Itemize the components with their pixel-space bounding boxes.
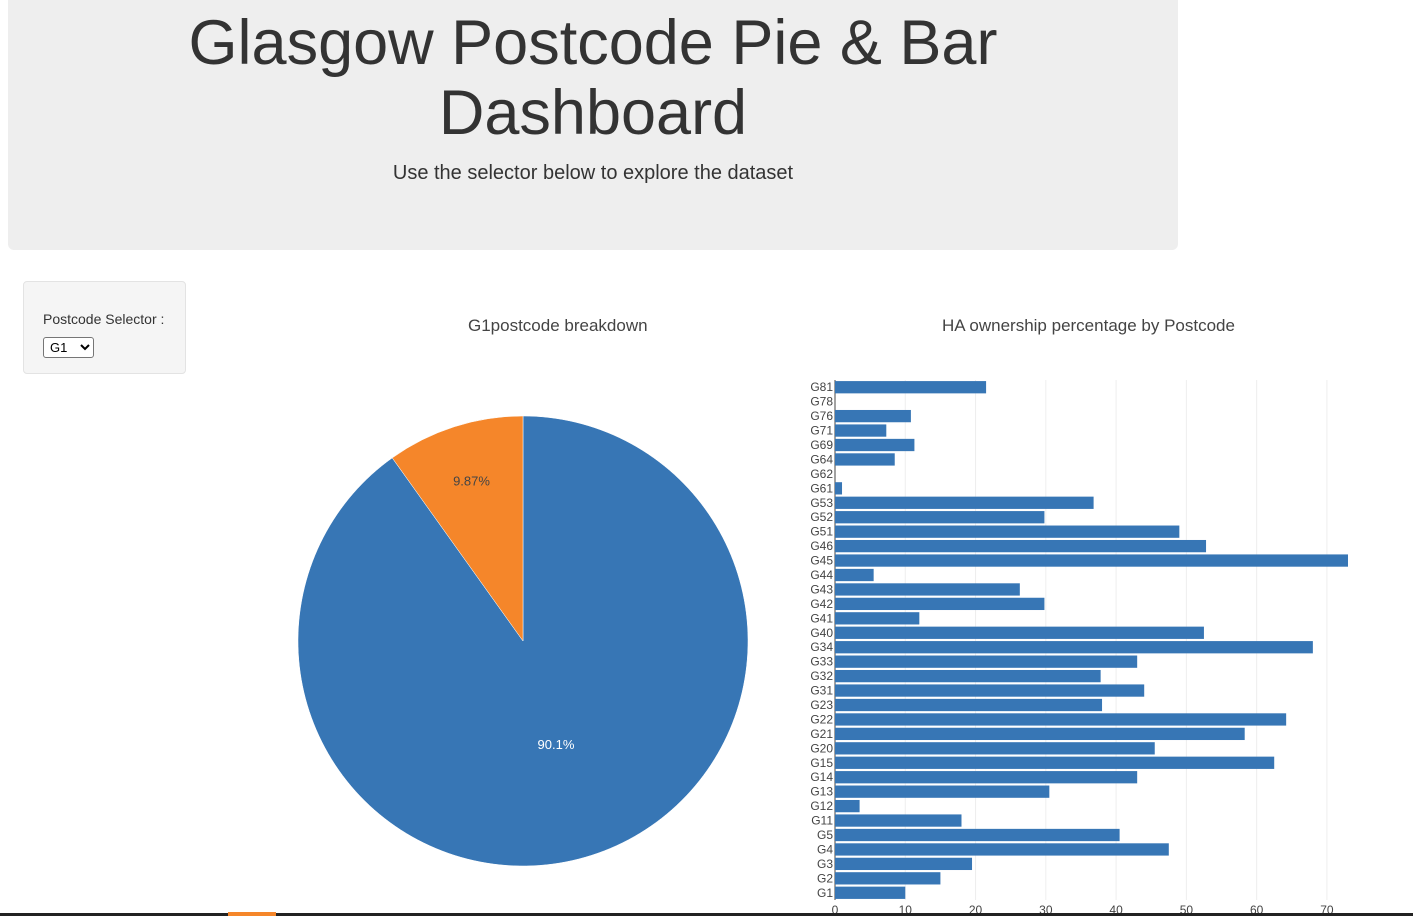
y-tick-label: G42 — [810, 597, 833, 611]
bar[interactable] — [835, 655, 1138, 668]
bar[interactable] — [835, 828, 1120, 842]
bar[interactable] — [835, 713, 1287, 726]
bar[interactable] — [835, 583, 1020, 596]
y-tick-label: G14 — [810, 770, 833, 784]
bar[interactable] — [835, 554, 1348, 567]
x-tick-label: 10 — [899, 903, 913, 916]
y-tick-label: G34 — [810, 640, 833, 654]
y-tick-label: G32 — [810, 669, 833, 683]
bar[interactable] — [835, 886, 906, 899]
bar[interactable] — [835, 597, 1045, 611]
y-tick-label: G12 — [810, 799, 833, 813]
x-tick-label: 60 — [1250, 903, 1264, 916]
bar[interactable] — [835, 381, 987, 394]
y-tick-label: G13 — [810, 785, 833, 799]
bar[interactable] — [835, 756, 1275, 769]
y-tick-label: G44 — [810, 568, 833, 582]
bar-chart-title: HA ownership percentage by Postcode — [942, 316, 1235, 335]
y-tick-label: G64 — [810, 452, 833, 466]
x-tick-label: 70 — [1320, 903, 1334, 916]
y-tick-label: G61 — [810, 481, 833, 495]
pie-slice[interactable] — [297, 415, 749, 867]
bar[interactable] — [835, 857, 973, 871]
y-tick-label: G46 — [810, 539, 833, 553]
pie-slice-label: 90.1% — [538, 737, 575, 752]
bar[interactable] — [835, 496, 1094, 509]
bar[interactable] — [835, 814, 962, 827]
y-tick-label: G53 — [810, 496, 833, 510]
selector-panel: Postcode Selector : G1 — [23, 281, 186, 374]
y-tick-label: G69 — [810, 438, 833, 452]
bar[interactable] — [835, 872, 941, 885]
bar[interactable] — [835, 424, 887, 437]
bar[interactable] — [835, 771, 1138, 784]
y-tick-label: G40 — [810, 626, 833, 640]
bar[interactable] — [835, 482, 843, 495]
y-tick-label: G21 — [810, 727, 833, 741]
bar[interactable] — [835, 568, 874, 582]
bottom-divider — [0, 913, 1413, 916]
postcode-selector[interactable]: G1 — [43, 337, 94, 358]
x-tick-label: 20 — [969, 903, 983, 916]
bar[interactable] — [835, 511, 1045, 524]
y-tick-label: G15 — [810, 756, 833, 770]
bar-chart: 0 10 20 30 40 50 60 70 G1G2G3G4G5G11G12G13G14G15… — [810, 380, 1348, 916]
pie-slice-label: 9.87% — [453, 473, 490, 488]
bar[interactable] — [835, 742, 1155, 755]
x-tick-label: 40 — [1109, 903, 1123, 916]
y-tick-label: G11 — [811, 814, 833, 828]
y-tick-label: G20 — [810, 741, 833, 755]
y-tick-label: G76 — [810, 409, 833, 423]
y-tick-label: G1 — [817, 886, 833, 900]
y-tick-label: G22 — [810, 712, 833, 726]
page-title: Glasgow Postcode Pie & Bar Dashboard — [8, 8, 1178, 148]
bar[interactable] — [835, 785, 1050, 798]
y-tick-label: G81 — [810, 380, 833, 394]
y-tick-label: G31 — [810, 684, 833, 698]
pie-chart-title: G1postcode breakdown — [468, 316, 648, 335]
bar[interactable] — [835, 727, 1245, 741]
bar[interactable] — [835, 626, 1204, 639]
y-tick-label: G51 — [810, 525, 833, 539]
bar[interactable] — [835, 409, 911, 423]
bar[interactable] — [835, 525, 1180, 538]
y-tick-label: G62 — [810, 467, 833, 481]
y-tick-label: G23 — [810, 698, 833, 712]
bar[interactable] — [835, 641, 1313, 654]
bar[interactable] — [835, 669, 1101, 683]
pie-slice[interactable] — [391, 415, 524, 642]
y-tick-label: G41 — [810, 611, 833, 625]
bottom-indicator — [228, 912, 276, 916]
x-tick-label: 0 — [832, 903, 839, 916]
postcode-selector-label: Postcode Selector : — [43, 311, 165, 327]
bar[interactable] — [835, 698, 1103, 712]
y-tick-label: G45 — [810, 554, 833, 568]
y-tick-label: G33 — [810, 655, 833, 669]
y-tick-label: G78 — [810, 395, 833, 409]
page-subtitle: Use the selector below to explore the da… — [392, 162, 794, 184]
bar[interactable] — [835, 799, 860, 813]
bar[interactable] — [835, 612, 920, 625]
page-title-line-1: Glasgow Postcode Pie & Bar — [188, 8, 998, 78]
y-tick-label: G3 — [817, 857, 833, 871]
y-tick-label: G43 — [810, 582, 833, 596]
bar[interactable] — [835, 539, 1207, 553]
page-title-line-2: Dashboard — [438, 78, 748, 148]
y-tick-label: G52 — [810, 510, 833, 524]
y-tick-label: G71 — [810, 424, 833, 438]
bar[interactable] — [835, 684, 1145, 697]
x-tick-label: 30 — [1039, 903, 1053, 916]
header-panel: Glasgow Postcode Pie & Bar Dashboard Use… — [8, 0, 1178, 250]
y-tick-label: G4 — [817, 842, 833, 856]
bar[interactable] — [835, 453, 895, 466]
bar[interactable] — [835, 438, 915, 452]
pie-chart: 90.1% 9.87% — [297, 415, 749, 867]
y-tick-label: G5 — [817, 828, 833, 842]
x-tick-label: 50 — [1180, 903, 1194, 916]
y-tick-label: G2 — [817, 871, 833, 885]
bar[interactable] — [835, 843, 1169, 856]
